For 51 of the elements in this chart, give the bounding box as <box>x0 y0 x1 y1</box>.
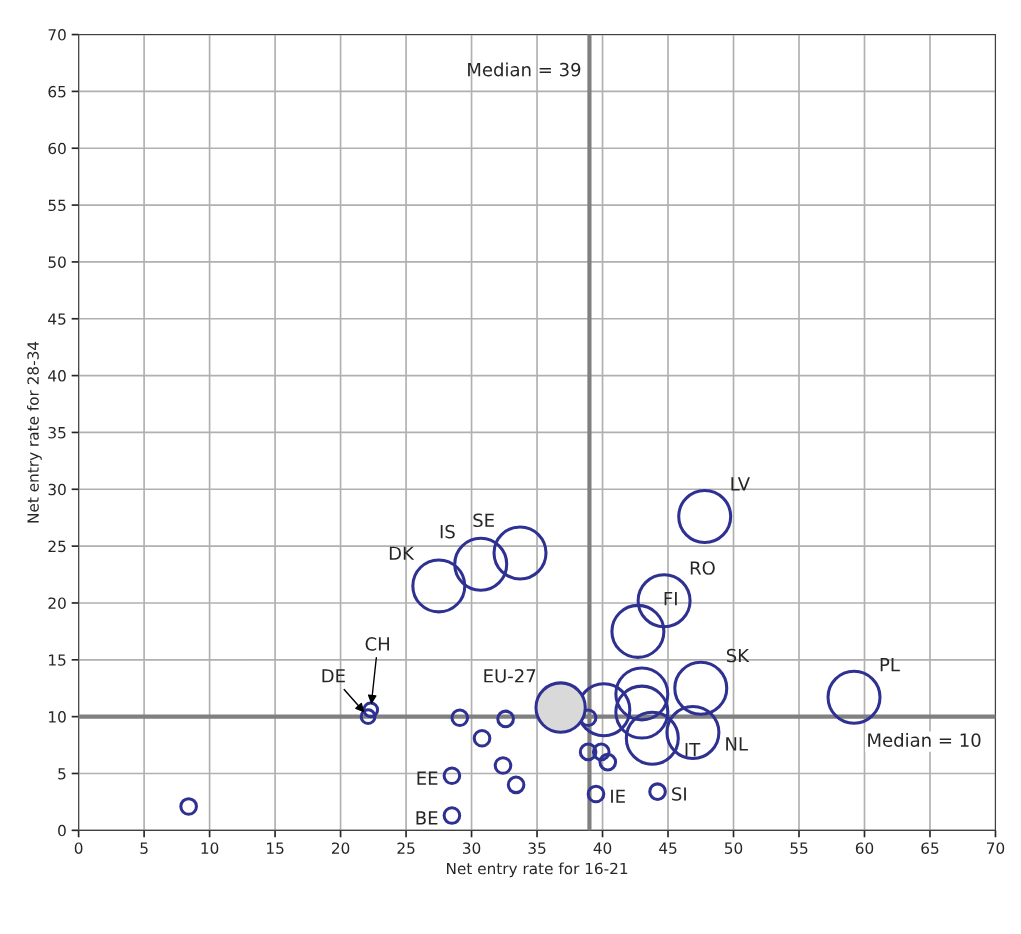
x-axis-title: Net entry rate for 16-21 <box>447 862 628 878</box>
annotation: EE <box>417 771 438 785</box>
x-tick-label: 35 <box>528 842 546 854</box>
annotation: IS <box>440 524 455 539</box>
y-tick-label: 70 <box>48 29 66 41</box>
y-tick-label: 0 <box>58 824 66 837</box>
x-tick-label: 0 <box>74 842 83 854</box>
annotation: EU-27 <box>484 668 536 683</box>
y-tick-label: 60 <box>48 142 66 155</box>
y-tick-label: 30 <box>48 483 66 496</box>
x-tick-label: 30 <box>463 842 481 854</box>
x-tick-label: 40 <box>593 842 612 854</box>
annotation: SI <box>672 787 686 801</box>
ref-line-label: Median = 10 <box>868 732 981 747</box>
x-tick-label: 15 <box>267 842 284 854</box>
y-tick-label: 65 <box>48 85 66 98</box>
x-tick-label: 65 <box>921 842 939 854</box>
annotation: DK <box>389 546 415 560</box>
y-tick-label: 40 <box>48 370 66 382</box>
y-tick-label: 5 <box>58 768 66 780</box>
ref-line-label: Median = 39 <box>468 62 581 77</box>
x-tick-label: 60 <box>855 842 874 854</box>
y-tick-label: 20 <box>48 597 66 609</box>
x-tick-label: 5 <box>140 842 148 854</box>
x-tick-label: 45 <box>659 842 677 854</box>
annotation: SK <box>726 648 750 663</box>
x-tick-label: 50 <box>724 842 743 854</box>
x-tick-label: 70 <box>987 842 1005 854</box>
annotation: PL <box>880 658 900 672</box>
y-tick-label: 15 <box>49 654 66 666</box>
annotation: IT <box>685 743 701 757</box>
y-tick-label: 25 <box>48 540 66 553</box>
y-tick-label: 50 <box>48 256 66 268</box>
annotation: LV <box>731 477 750 491</box>
y-tick-label: 55 <box>48 199 66 212</box>
y-tick-label: 10 <box>49 711 66 723</box>
annotation: CH <box>365 637 389 651</box>
annotation: FI <box>664 592 677 606</box>
x-tick-label: 10 <box>201 842 219 854</box>
annotation: SE <box>473 513 494 528</box>
y-axis-title: Net entry rate for 28-34 <box>27 341 42 523</box>
annotation: IE <box>611 789 625 803</box>
x-tick-label: 20 <box>331 842 350 854</box>
y-tick-label: 35 <box>48 426 66 439</box>
x-tick-label: 25 <box>397 842 415 854</box>
annotation: NL <box>726 737 748 751</box>
annotation: RO <box>690 561 715 575</box>
x-tick-label: 55 <box>790 842 808 854</box>
annotation: DE <box>322 669 345 683</box>
annotation: BE <box>416 811 438 825</box>
y-tick-label: 45 <box>48 313 66 325</box>
